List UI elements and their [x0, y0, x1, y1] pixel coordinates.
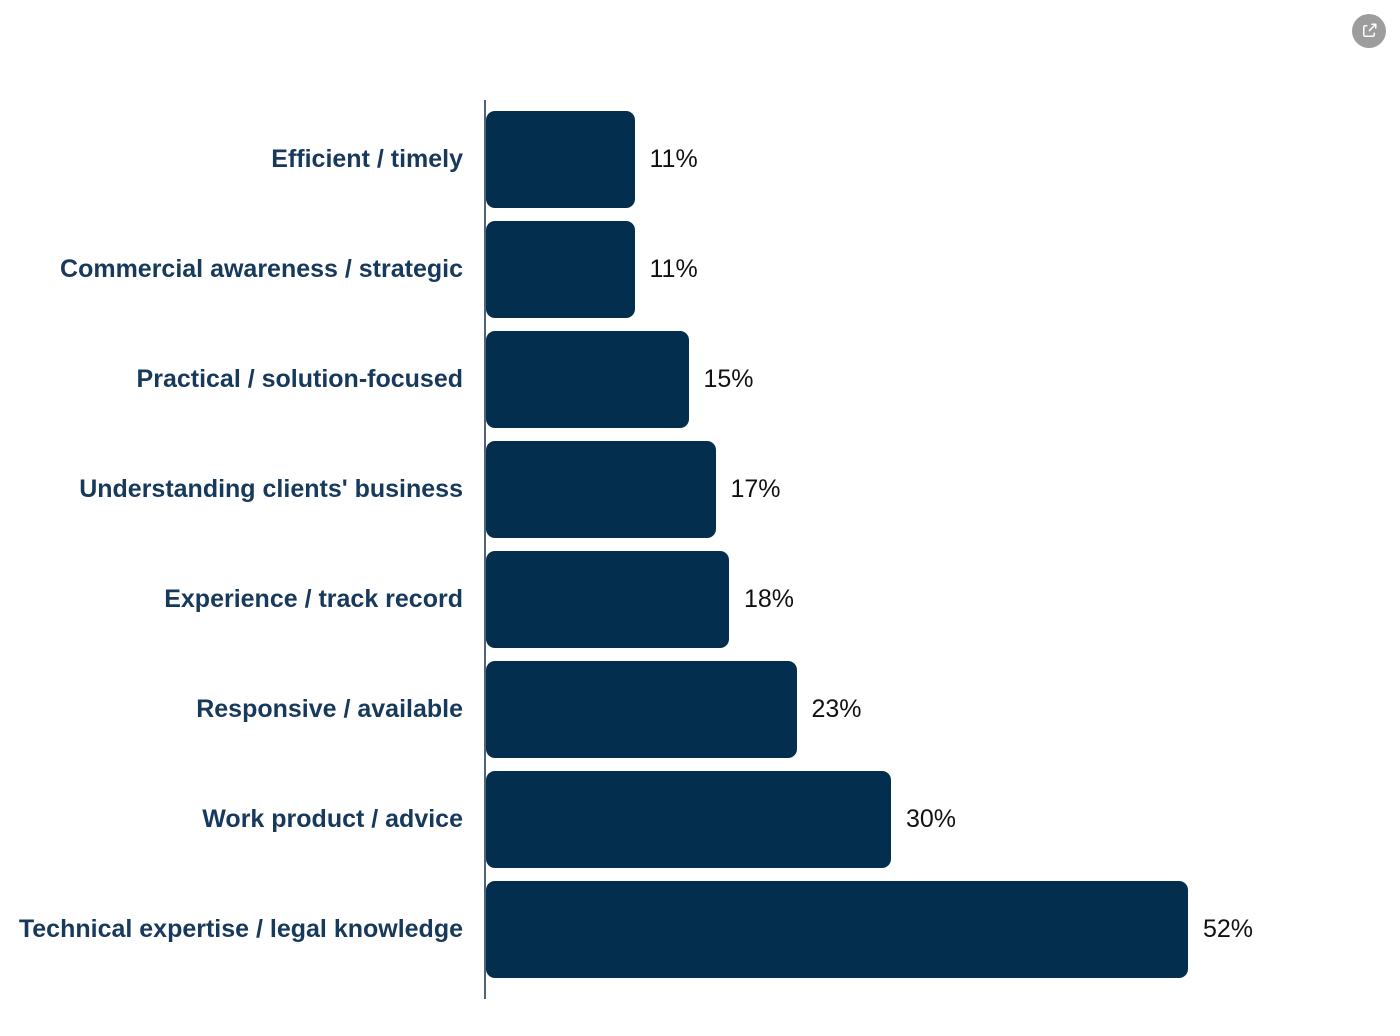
category-label: Work product / advice	[202, 805, 463, 833]
bar[interactable]	[486, 550, 729, 648]
bar[interactable]	[486, 660, 797, 758]
value-label: 23%	[811, 694, 862, 723]
bar-area: 11%	[486, 220, 1400, 318]
category-label: Responsive / available	[196, 695, 463, 723]
bar-rows: Efficient / timely 11% Commercial awaren…	[0, 104, 1400, 984]
share-export-icon	[1363, 23, 1377, 37]
bar[interactable]	[486, 440, 716, 538]
bar-area: 15%	[486, 330, 1400, 428]
bar[interactable]	[486, 220, 635, 318]
bar-row: Efficient / timely 11%	[0, 104, 1400, 214]
value-label: 52%	[1203, 914, 1254, 943]
value-label: 11%	[649, 144, 698, 173]
bar-row: Experience / track record 18%	[0, 544, 1400, 654]
bar[interactable]	[486, 110, 635, 208]
value-label: 11%	[649, 254, 698, 283]
bar-area: 23%	[486, 660, 1400, 758]
category-label: Commercial awareness / strategic	[60, 255, 463, 283]
bar-area: 18%	[486, 550, 1400, 648]
value-label: 30%	[906, 804, 957, 833]
bar-row: Understanding clients' business 17%	[0, 434, 1400, 544]
category-label: Experience / track record	[164, 585, 463, 613]
bar-area: 17%	[486, 440, 1400, 538]
share-button[interactable]	[1352, 14, 1386, 48]
category-label: Practical / solution-focused	[136, 365, 463, 393]
bar-row: Work product / advice 30%	[0, 764, 1400, 874]
value-label: 17%	[730, 474, 781, 503]
y-axis-line	[484, 100, 486, 999]
bar-row: Responsive / available 23%	[0, 654, 1400, 764]
bar[interactable]	[486, 770, 891, 868]
bar[interactable]	[486, 330, 689, 428]
category-label: Efficient / timely	[271, 145, 463, 173]
bar-area: 52%	[486, 880, 1400, 978]
bar-area: 30%	[486, 770, 1400, 868]
category-label: Technical expertise / legal knowledge	[18, 915, 463, 943]
bar-row: Technical expertise / legal knowledge 52…	[0, 874, 1400, 984]
bar-row: Practical / solution-focused 15%	[0, 324, 1400, 434]
value-label: 15%	[703, 364, 754, 393]
bar[interactable]	[486, 880, 1188, 978]
bar-row: Commercial awareness / strategic 11%	[0, 214, 1400, 324]
category-label: Understanding clients' business	[79, 475, 463, 503]
value-label: 18%	[744, 584, 795, 613]
bar-area: 11%	[486, 110, 1400, 208]
